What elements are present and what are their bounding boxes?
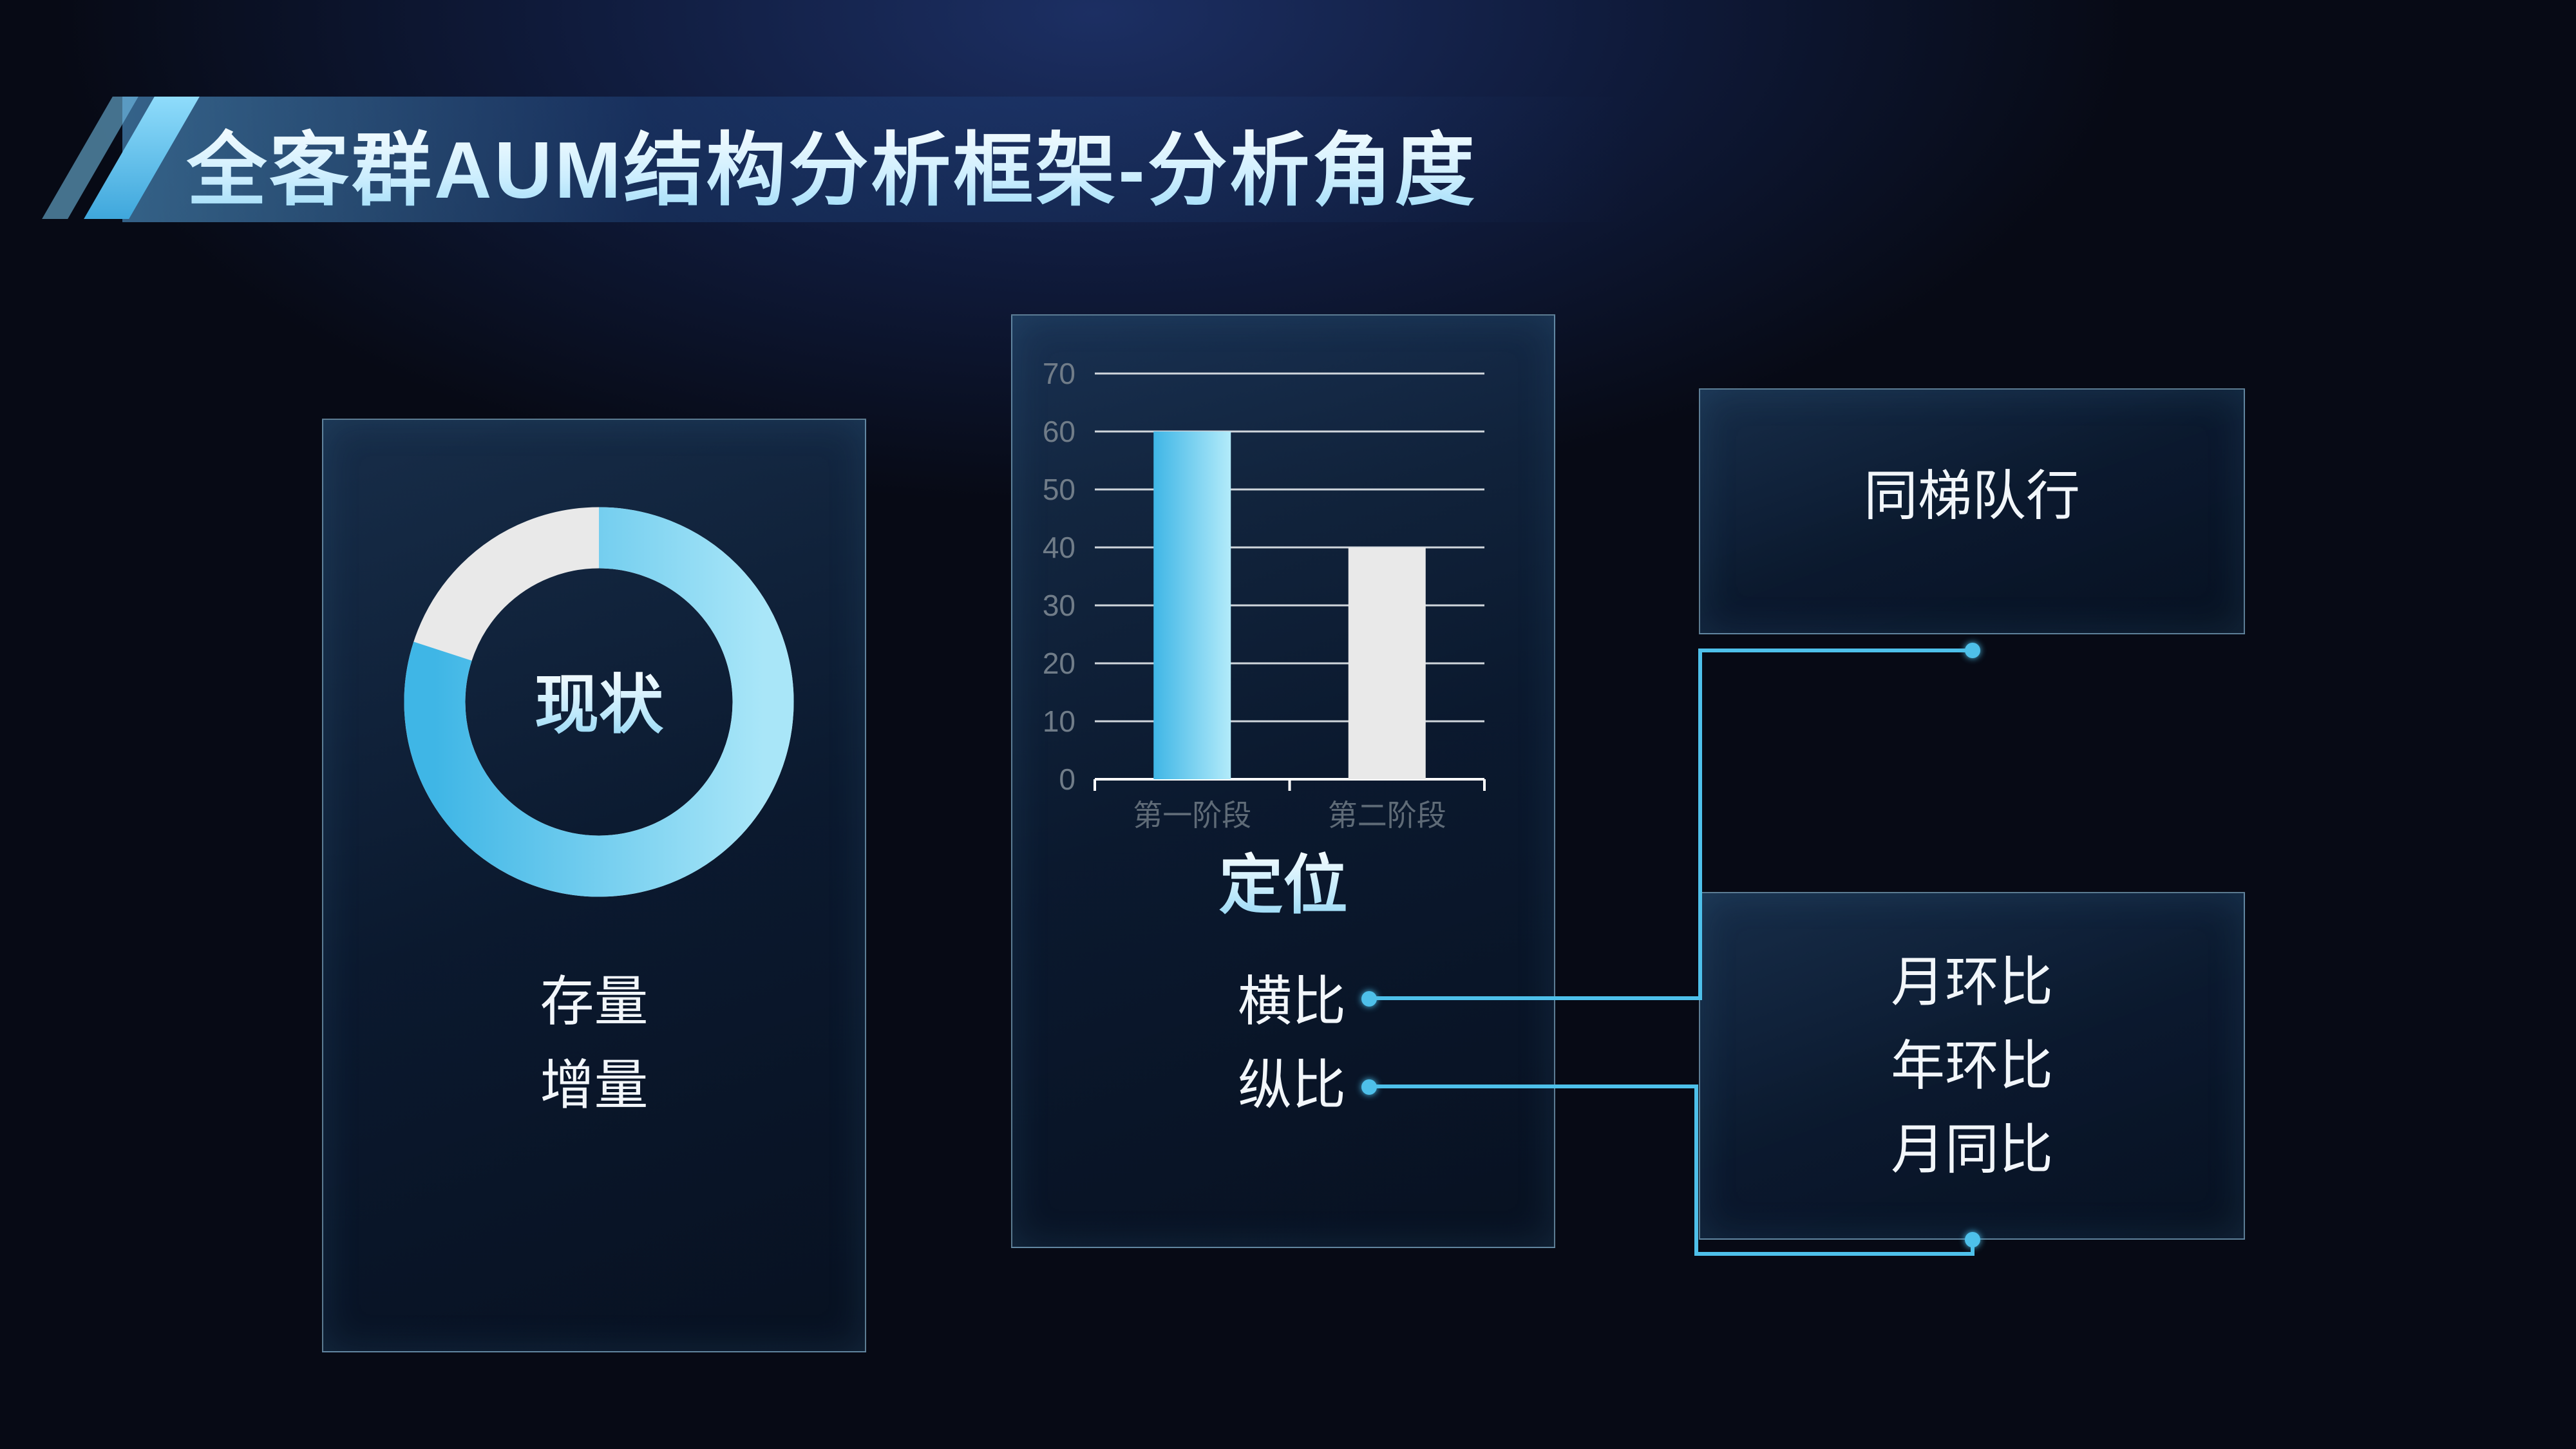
positioning-label: 定位: [1011, 844, 1555, 927]
chart-bar-1: [1153, 431, 1231, 779]
chart-y-tick-label: 50: [1043, 473, 1075, 506]
connector-line: [1694, 1252, 1973, 1256]
chart-y-tick-label: 70: [1043, 357, 1075, 390]
status-center-label: 现状: [399, 663, 799, 747]
connector-line: [1698, 649, 1702, 1000]
chart-y-tick-label: 10: [1043, 705, 1075, 738]
connector-line: [1369, 996, 1702, 1000]
status-item-increment: 增量: [540, 1055, 649, 1115]
connector-line: [1694, 1084, 1698, 1256]
chart-x-tick-label: 第二阶段: [1328, 799, 1446, 832]
title-banner: [122, 97, 1636, 222]
connector-dot-peer: [1965, 643, 1980, 658]
chart-y-tick-label: 20: [1043, 647, 1075, 680]
chart-y-tick-label: 40: [1043, 531, 1075, 564]
period-comparison-box: [1699, 892, 2245, 1240]
donut-value-arc: [404, 507, 794, 897]
chart-y-tick-label: 60: [1043, 415, 1075, 448]
status-donut: [404, 507, 794, 897]
positioning-item-vertical: 纵比: [1237, 1055, 1346, 1115]
period-item-mom: 月环比: [1890, 952, 2053, 1012]
status-item-stock: 存量: [540, 971, 649, 1032]
peer-group-box: [1699, 388, 2245, 634]
chart-y-tick-label: 0: [1059, 762, 1075, 796]
connector-line: [1698, 649, 1973, 652]
peer-group-label: 同梯队行: [1863, 466, 2080, 526]
connector-line: [1971, 1240, 1975, 1256]
chart-x-tick-label: 第一阶段: [1133, 799, 1251, 832]
chart-bar-2: [1348, 547, 1426, 779]
chart-y-tick-label: 30: [1043, 589, 1075, 622]
connector-line: [1369, 1084, 1698, 1088]
period-item-same-month: 月同比: [1890, 1119, 2053, 1180]
positioning-item-horizontal: 横比: [1237, 971, 1346, 1032]
page-title: 全客群AUM结构分析框架-分析角度: [187, 113, 1477, 229]
stage-bar-chart: 0 10 20 30 40 50 60 70 第一阶段 第二阶段: [1043, 357, 1486, 832]
connector-dot-period: [1965, 1232, 1980, 1247]
period-item-yoy-ring: 年环比: [1890, 1036, 2053, 1096]
positioning-panel: [1011, 314, 1555, 1248]
